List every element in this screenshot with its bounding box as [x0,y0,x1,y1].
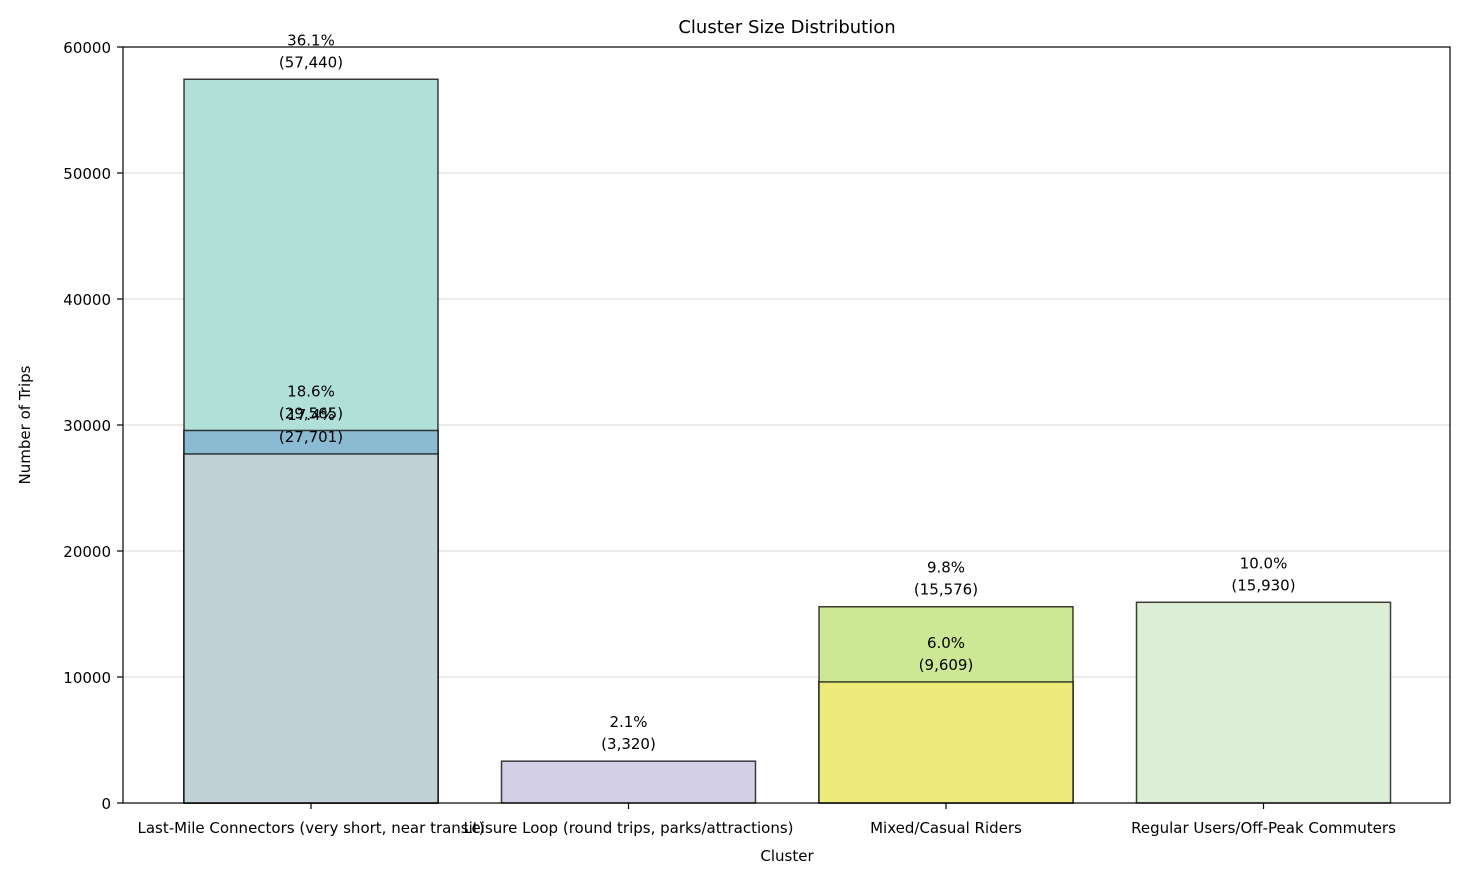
y-tick-label: 40000 [63,291,111,309]
bar [818,681,1074,804]
y-tick-label: 50000 [63,165,111,183]
x-axis-label: Cluster [760,847,814,865]
y-axis-ticks: 0 10000 20000 30000 40000 50000 60000 [63,39,123,813]
bar-count-label: (3,320) [601,735,656,753]
x-axis-ticks: Last-Mile Connectors (very short, near t… [137,803,1396,837]
y-tick-label: 60000 [63,39,111,57]
bar-count-label: (29,565) [279,404,343,422]
bar-count-label: (27,701) [279,428,343,446]
bar-percent-label: 6.0% [927,634,965,652]
chart-title: Cluster Size Distribution [678,17,895,38]
bar-count-label: (15,576) [914,581,978,599]
bar [1135,601,1392,804]
y-axis-label: Number of Trips [16,365,34,484]
bar-percent-label: 17.4% [287,406,335,424]
bar-labels-layer: 36.1% (57,440) 18.6% (29,565)17.4% (27,701) 2… [279,31,1296,753]
y-tick-label: 30000 [63,417,111,435]
bar [500,760,757,804]
x-tick-label: Regular Users/Off-Peak Commuters [1131,819,1396,837]
bar-count-label: (15,930) [1231,576,1295,594]
bar-count-label: (9,609) [919,656,974,674]
bar [183,453,439,804]
bar-count-label: (57,440) [279,53,343,71]
y-tick-label: 20000 [63,543,111,561]
bar-percent-label: 36.1% [287,31,335,49]
x-tick-label: Mixed/Casual Riders [870,819,1022,837]
bar-percent-label: 9.8% [927,559,965,577]
y-tick-label: 10000 [63,669,111,687]
bar-percent-label: 2.1% [609,713,647,731]
bar-percent-label: 10.0% [1240,554,1288,572]
x-tick-label: Leisure Loop (round trips, parks/attract… [463,819,793,837]
bars-layer [183,78,1392,804]
y-tick-label: 0 [101,795,111,813]
x-tick-label: Last-Mile Connectors (very short, near t… [137,819,484,837]
bar-percent-label: 18.6% [287,382,335,400]
